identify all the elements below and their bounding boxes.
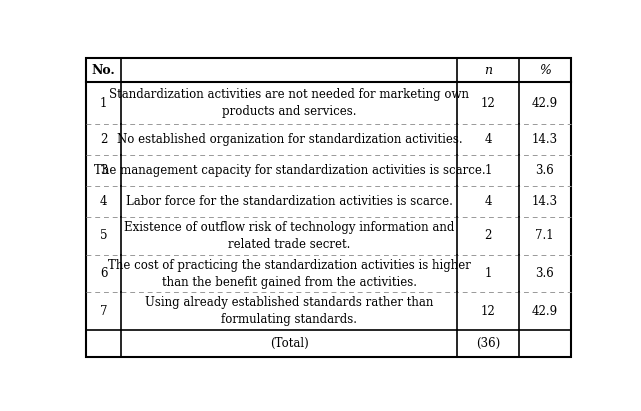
Text: No established organization for standardization activities.: No established organization for standard… [117,133,462,146]
Text: Existence of outflow risk of technology information and
related trade secret.: Existence of outflow risk of technology … [124,221,454,251]
Text: 3: 3 [100,164,108,177]
Text: 4: 4 [485,133,492,146]
Text: 5: 5 [100,229,108,242]
Text: 6: 6 [100,267,108,280]
Text: 3.6: 3.6 [535,267,554,280]
Text: %: % [539,64,551,76]
Text: 7: 7 [100,305,108,318]
Text: 4: 4 [485,195,492,208]
Text: 2: 2 [485,229,492,242]
Text: 14.3: 14.3 [531,195,558,208]
Text: 42.9: 42.9 [531,305,558,318]
Text: 1: 1 [485,164,492,177]
Text: 12: 12 [481,97,495,109]
Text: Labor force for the standardization activities is scarce.: Labor force for the standardization acti… [126,195,453,208]
Text: 14.3: 14.3 [531,133,558,146]
Text: The management capacity for standardization activities is scarce.: The management capacity for standardizat… [94,164,485,177]
Text: 3.6: 3.6 [535,164,554,177]
Text: 1: 1 [100,97,108,109]
Text: n: n [484,64,492,76]
Text: 4: 4 [100,195,108,208]
Text: No.: No. [92,64,115,76]
Text: (36): (36) [476,337,500,350]
Text: (Total): (Total) [270,337,309,350]
Text: The cost of practicing the standardization activities is higher
than the benefit: The cost of practicing the standardizati… [108,259,471,289]
Text: Using already established standards rather than
formulating standards.: Using already established standards rath… [146,296,434,326]
Text: 42.9: 42.9 [531,97,558,109]
Text: 2: 2 [100,133,108,146]
Text: 7.1: 7.1 [535,229,554,242]
Text: Standardization activities are not needed for marketing own
products and service: Standardization activities are not neede… [110,88,469,118]
Text: 12: 12 [481,305,495,318]
Text: 1: 1 [485,267,492,280]
